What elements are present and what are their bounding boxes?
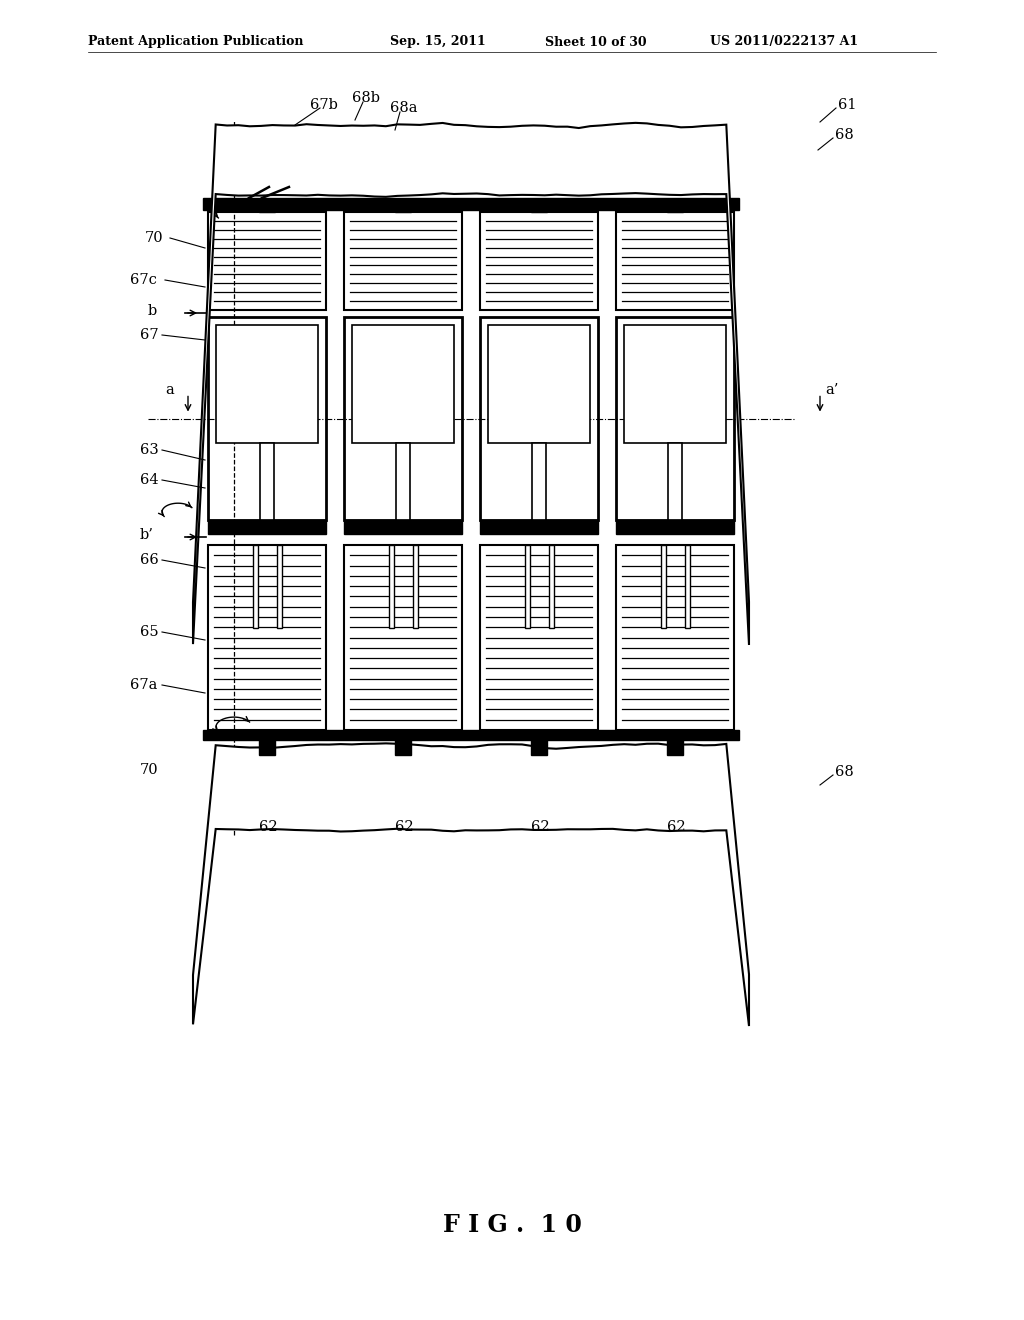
Bar	[667, 209, 683, 213]
Text: 62: 62	[259, 820, 278, 834]
Text: b: b	[148, 304, 158, 318]
Bar	[208, 317, 326, 520]
Bar	[480, 545, 598, 730]
Bar	[208, 213, 326, 310]
Bar	[624, 325, 726, 442]
Text: Patent Application Publication: Patent Application Publication	[88, 36, 303, 49]
Bar	[344, 317, 462, 520]
Bar	[668, 442, 682, 520]
Bar	[352, 325, 454, 442]
Bar	[616, 317, 734, 520]
Text: 68: 68	[835, 128, 854, 143]
Text: 67a: 67a	[130, 678, 158, 692]
Text: 65: 65	[140, 624, 159, 639]
Bar	[396, 442, 410, 520]
Bar	[395, 209, 411, 213]
Bar	[524, 545, 529, 628]
Bar	[660, 545, 666, 628]
Bar	[616, 213, 734, 310]
Text: 67: 67	[140, 327, 159, 342]
Bar	[259, 209, 275, 213]
Bar	[276, 545, 282, 628]
Bar	[480, 520, 598, 535]
Bar	[616, 520, 734, 535]
Text: 67c: 67c	[130, 273, 157, 286]
Bar	[413, 545, 418, 628]
Bar	[216, 325, 318, 442]
Bar	[616, 545, 734, 730]
Bar	[203, 730, 739, 741]
Bar	[531, 741, 547, 755]
Bar	[395, 741, 411, 755]
Bar	[531, 209, 547, 213]
Text: 70: 70	[145, 231, 164, 246]
Text: 67b: 67b	[310, 98, 338, 112]
Text: 70: 70	[140, 763, 159, 777]
Text: 68: 68	[835, 766, 854, 779]
Text: a’: a’	[825, 384, 839, 397]
Text: 64: 64	[140, 473, 159, 487]
Bar	[344, 545, 462, 730]
PathPatch shape	[193, 743, 749, 1026]
Bar	[208, 545, 326, 730]
Text: a: a	[165, 384, 174, 397]
Text: 62: 62	[531, 820, 550, 834]
Bar	[388, 545, 393, 628]
Bar	[684, 545, 689, 628]
Text: 66: 66	[140, 553, 159, 568]
Text: 68b: 68b	[352, 91, 380, 106]
Text: 61: 61	[838, 98, 856, 112]
Bar	[480, 213, 598, 310]
Text: 62: 62	[667, 820, 686, 834]
Text: Sheet 10 of 30: Sheet 10 of 30	[545, 36, 646, 49]
Bar	[260, 442, 274, 520]
Text: 62: 62	[395, 820, 414, 834]
Bar	[203, 198, 739, 210]
Bar	[259, 741, 275, 755]
Bar	[549, 545, 554, 628]
Bar	[253, 545, 257, 628]
Text: US 2011/0222137 A1: US 2011/0222137 A1	[710, 36, 858, 49]
Text: b’: b’	[140, 528, 154, 543]
PathPatch shape	[193, 123, 749, 645]
Bar	[667, 741, 683, 755]
Bar	[344, 520, 462, 535]
Text: 68a: 68a	[390, 102, 418, 115]
Bar	[480, 317, 598, 520]
Bar	[488, 325, 590, 442]
Bar	[344, 213, 462, 310]
Text: Sep. 15, 2011: Sep. 15, 2011	[390, 36, 485, 49]
Text: 63: 63	[140, 444, 159, 457]
Text: F I G .  1 0: F I G . 1 0	[442, 1213, 582, 1237]
Bar	[532, 442, 546, 520]
Bar	[208, 520, 326, 535]
